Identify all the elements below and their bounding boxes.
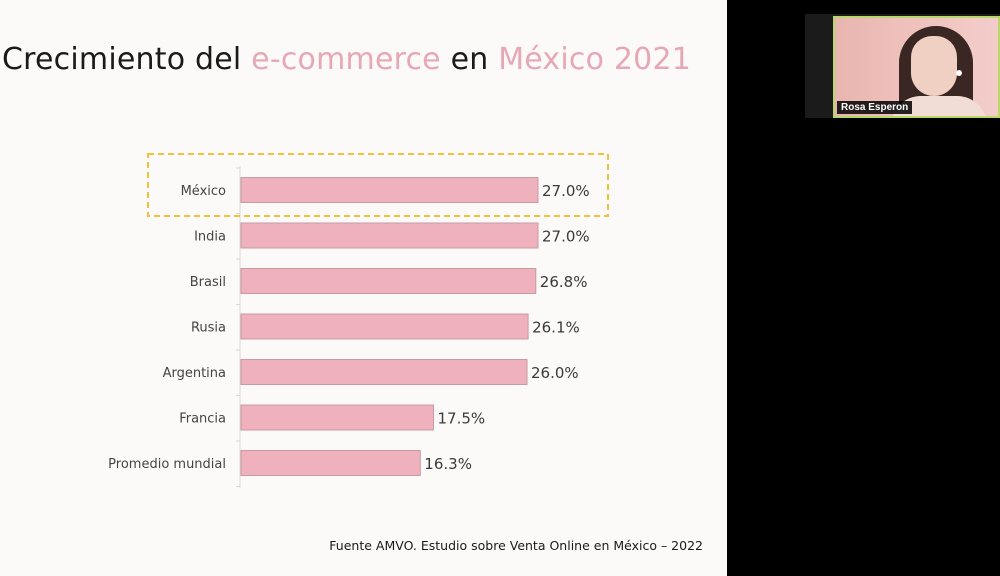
participant-name-tag: Rosa Esperon xyxy=(837,101,913,114)
title-part-1: Crecimiento del xyxy=(2,42,252,77)
chart-value-label: 26.8% xyxy=(540,273,588,291)
title-part-2: e-commerce xyxy=(251,42,441,77)
chart-bar xyxy=(240,359,528,385)
participant-video-tile[interactable]: Rosa Esperon xyxy=(805,14,1000,118)
highlight-box xyxy=(147,153,609,217)
chart-category-label: Francia xyxy=(179,412,226,427)
chart-value-label: 27.0% xyxy=(542,228,590,246)
slide-title: Crecimiento del e-commerce en México 202… xyxy=(2,42,691,77)
chart-bar xyxy=(240,222,539,249)
chart-value-label: 26.1% xyxy=(532,319,580,337)
chart-bar xyxy=(240,450,421,476)
chart-bar xyxy=(240,404,434,431)
chart-value-label: 27.0% xyxy=(542,182,590,200)
title-part-3: en xyxy=(440,42,499,77)
chart-value-label: 26.0% xyxy=(531,364,579,382)
chart-bar xyxy=(240,313,529,340)
participant-face xyxy=(911,36,957,96)
chart-bar xyxy=(240,177,539,203)
chart-category-label: India xyxy=(194,230,226,245)
chart-category-label: México xyxy=(181,184,226,199)
participant-body xyxy=(891,96,987,116)
chart-category-label: Promedio mundial xyxy=(108,457,226,472)
chart-value-label: 16.3% xyxy=(424,455,472,473)
presentation-slide: Crecimiento del e-commerce en México 202… xyxy=(0,0,727,576)
chart-category-label: Brasil xyxy=(190,275,226,290)
bar-chart: México 27.0% India 27.0% Brasil 26.8% Rusia 26.… xyxy=(108,153,609,489)
chart-category-label: Rusia xyxy=(191,321,226,336)
source-caption: Fuente AMVO. Estudio sobre Venta Online … xyxy=(329,538,703,553)
chart-bar xyxy=(240,268,537,294)
chart-category-label: Argentina xyxy=(163,366,226,381)
chart-value-label: 17.5% xyxy=(438,410,486,428)
earbud-icon xyxy=(956,70,962,76)
participant-video-feed: Rosa Esperon xyxy=(833,16,1000,118)
title-part-4: México 2021 xyxy=(498,42,692,77)
